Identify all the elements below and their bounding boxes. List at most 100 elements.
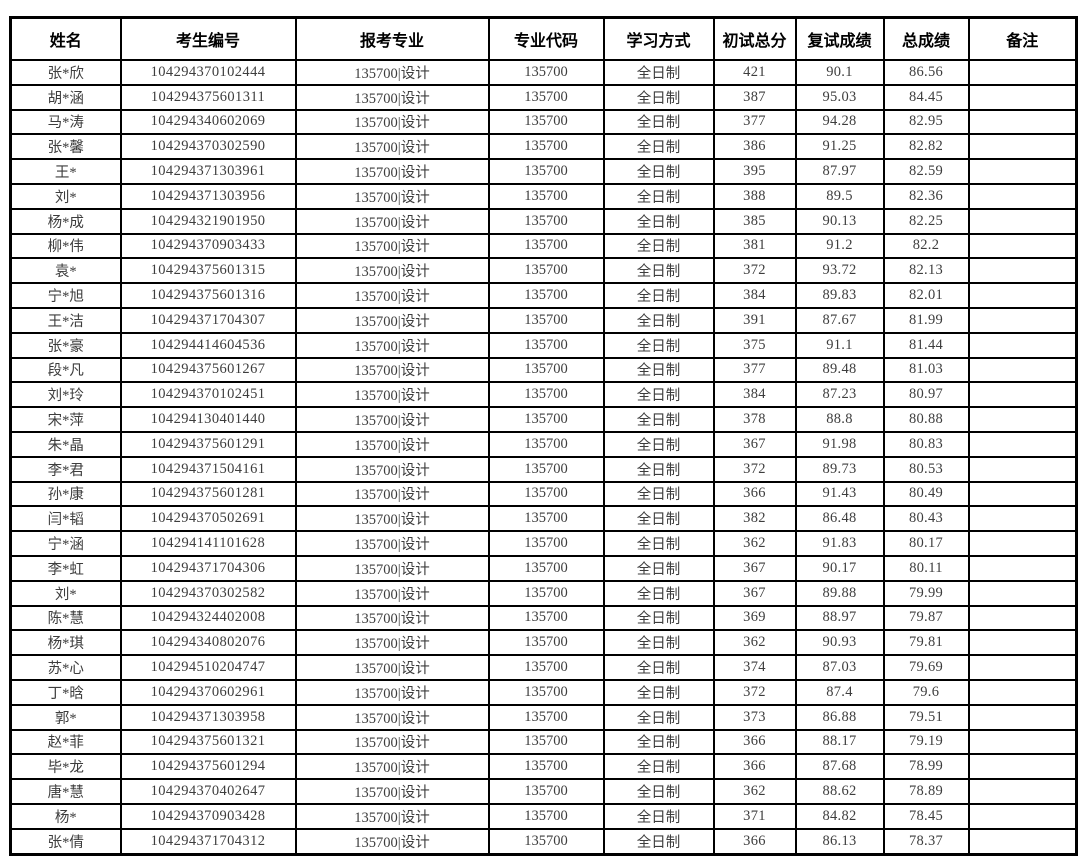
cell-major: 135700|设计 bbox=[294, 158, 490, 185]
cell-major_code: 135700 bbox=[487, 430, 605, 458]
cell-major: 135700|设计 bbox=[294, 232, 490, 260]
cell-initial_score: 367 bbox=[712, 579, 797, 607]
cell-retest_score: 93.72 bbox=[794, 257, 885, 285]
cell-initial_score: 375 bbox=[712, 331, 797, 359]
table-row: 张*欣 104294370102444 135700|设计 135700 全日制 421 9… bbox=[9, 59, 1078, 86]
cell-retest_score: 95.03 bbox=[794, 83, 885, 111]
cell-major_code: 135700 bbox=[487, 406, 605, 433]
cell-initial_score: 362 bbox=[712, 530, 797, 557]
cell-candidate_id: 104294370903433 bbox=[119, 232, 297, 260]
cell-initial_score: 377 bbox=[712, 356, 797, 384]
table-row: 毕*龙 104294375601294 135700|设计 135700 全日制 366 8… bbox=[9, 753, 1078, 781]
cell-remark bbox=[967, 728, 1078, 756]
cell-name: 张*馨 bbox=[9, 133, 122, 161]
cell-remark bbox=[967, 654, 1078, 681]
cell-retest_score: 91.98 bbox=[794, 430, 885, 458]
cell-major_code: 135700 bbox=[487, 604, 605, 632]
cell-initial_score: 378 bbox=[712, 406, 797, 433]
cell-study_mode: 全日制 bbox=[602, 356, 715, 384]
cell-study_mode: 全日制 bbox=[602, 480, 715, 508]
cell-initial_score: 384 bbox=[712, 282, 797, 309]
cell-name: 王*洁 bbox=[9, 306, 122, 334]
cell-candidate_id: 104294375601315 bbox=[119, 257, 297, 285]
cell-remark bbox=[967, 331, 1078, 359]
cell-study_mode: 全日制 bbox=[602, 505, 715, 533]
table-row: 杨* 104294370903428 135700|设计 135700 全日制 371 84… bbox=[9, 802, 1078, 830]
cell-name: 闫*韬 bbox=[9, 505, 122, 533]
cell-candidate_id: 104294371303958 bbox=[119, 703, 297, 731]
cell-remark bbox=[967, 108, 1078, 136]
cell-total_score: 80.53 bbox=[882, 455, 970, 483]
cell-retest_score: 86.48 bbox=[794, 505, 885, 533]
cell-candidate_id: 104294141101628 bbox=[119, 530, 297, 557]
cell-study_mode: 全日制 bbox=[602, 728, 715, 756]
cell-name: 杨*成 bbox=[9, 207, 122, 235]
cell-candidate_id: 104294414604536 bbox=[119, 331, 297, 359]
cell-major: 135700|设计 bbox=[294, 629, 490, 657]
cell-candidate_id: 104294375601291 bbox=[119, 430, 297, 458]
cell-major_code: 135700 bbox=[487, 753, 605, 781]
cell-remark bbox=[967, 207, 1078, 235]
cell-name: 王* bbox=[9, 158, 122, 185]
cell-study_mode: 全日制 bbox=[602, 678, 715, 706]
table-row: 胡*涵 104294375601311 135700|设计 135700 全日制 387 9… bbox=[9, 83, 1078, 111]
table-row: 郭* 104294371303958 135700|设计 135700 全日制 373 86… bbox=[9, 703, 1078, 731]
table-row: 王*洁 104294371704307 135700|设计 135700 全日制 391 8… bbox=[9, 306, 1078, 334]
cell-major_code: 135700 bbox=[487, 232, 605, 260]
table-row: 柳*伟 104294370903433 135700|设计 135700 全日制 381 9… bbox=[9, 232, 1078, 260]
cell-initial_score: 372 bbox=[712, 257, 797, 285]
cell-remark bbox=[967, 604, 1078, 632]
cell-initial_score: 388 bbox=[712, 182, 797, 210]
cell-initial_score: 377 bbox=[712, 108, 797, 136]
cell-major_code: 135700 bbox=[487, 306, 605, 334]
cell-total_score: 80.88 bbox=[882, 406, 970, 433]
cell-total_score: 80.49 bbox=[882, 480, 970, 508]
cell-name: 张*豪 bbox=[9, 331, 122, 359]
cell-major_code: 135700 bbox=[487, 257, 605, 285]
cell-remark bbox=[967, 827, 1078, 856]
cell-retest_score: 88.62 bbox=[794, 778, 885, 805]
cell-initial_score: 382 bbox=[712, 505, 797, 533]
table-row: 闫*韬 104294370502691 135700|设计 135700 全日制 382 8… bbox=[9, 505, 1078, 533]
cell-candidate_id: 104294321901950 bbox=[119, 207, 297, 235]
cell-remark bbox=[967, 629, 1078, 657]
cell-retest_score: 87.67 bbox=[794, 306, 885, 334]
cell-initial_score: 421 bbox=[712, 59, 797, 86]
cell-major_code: 135700 bbox=[487, 207, 605, 235]
cell-total_score: 82.13 bbox=[882, 257, 970, 285]
cell-name: 丁*晗 bbox=[9, 678, 122, 706]
cell-total_score: 82.95 bbox=[882, 108, 970, 136]
cell-total_score: 80.97 bbox=[882, 381, 970, 409]
cell-candidate_id: 104294370102444 bbox=[119, 59, 297, 86]
table-header: 姓名 考生编号 报考专业 专业代码 学习方式 初试总分 复试成绩 总成绩 备注 bbox=[9, 16, 1078, 61]
cell-total_score: 79.19 bbox=[882, 728, 970, 756]
cell-candidate_id: 104294375601321 bbox=[119, 728, 297, 756]
cell-major_code: 135700 bbox=[487, 282, 605, 309]
cell-major_code: 135700 bbox=[487, 579, 605, 607]
cell-major_code: 135700 bbox=[487, 778, 605, 805]
cell-name: 张*倩 bbox=[9, 827, 122, 856]
table-row: 刘* 104294370302582 135700|设计 135700 全日制 367 89… bbox=[9, 579, 1078, 607]
cell-name: 苏*心 bbox=[9, 654, 122, 681]
cell-name: 孙*康 bbox=[9, 480, 122, 508]
cell-major_code: 135700 bbox=[487, 381, 605, 409]
table-row: 陈*慧 104294324402008 135700|设计 135700 全日制 369 8… bbox=[9, 604, 1078, 632]
cell-name: 宁*旭 bbox=[9, 282, 122, 309]
cell-retest_score: 88.17 bbox=[794, 728, 885, 756]
cell-major: 135700|设计 bbox=[294, 306, 490, 334]
cell-remark bbox=[967, 306, 1078, 334]
cell-retest_score: 89.83 bbox=[794, 282, 885, 309]
table-row: 朱*晶 104294375601291 135700|设计 135700 全日制 367 9… bbox=[9, 430, 1078, 458]
table-row: 段*凡 104294375601267 135700|设计 135700 全日制 377 8… bbox=[9, 356, 1078, 384]
cell-retest_score: 86.13 bbox=[794, 827, 885, 856]
cell-total_score: 78.89 bbox=[882, 778, 970, 805]
cell-total_score: 82.36 bbox=[882, 182, 970, 210]
cell-retest_score: 91.43 bbox=[794, 480, 885, 508]
cell-remark bbox=[967, 381, 1078, 409]
cell-major_code: 135700 bbox=[487, 83, 605, 111]
cell-initial_score: 369 bbox=[712, 604, 797, 632]
cell-retest_score: 94.28 bbox=[794, 108, 885, 136]
cell-name: 张*欣 bbox=[9, 59, 122, 86]
cell-initial_score: 366 bbox=[712, 728, 797, 756]
cell-major: 135700|设计 bbox=[294, 480, 490, 508]
